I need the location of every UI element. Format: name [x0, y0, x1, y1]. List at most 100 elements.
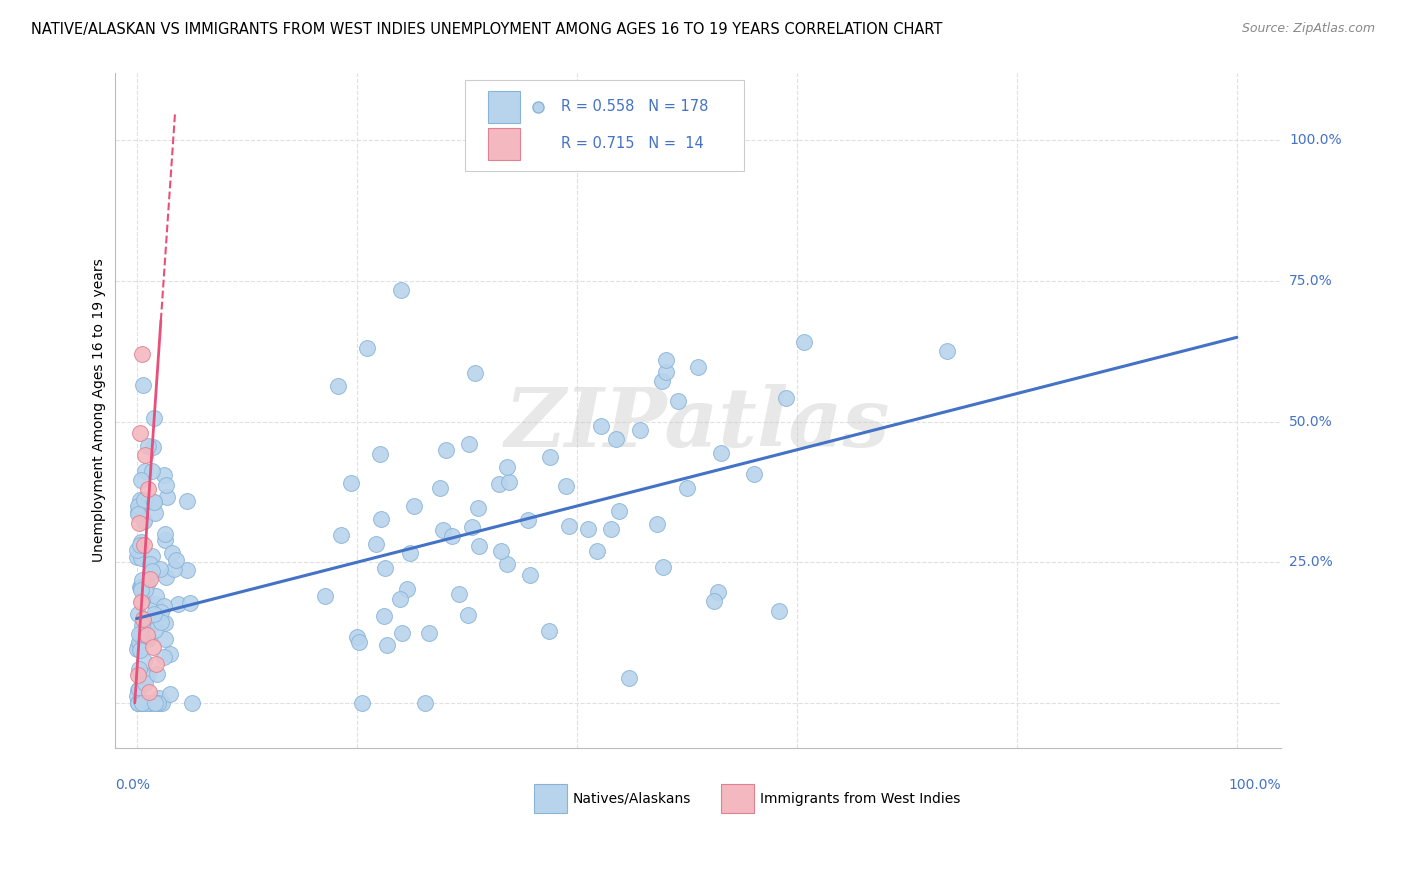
Point: [143, 696, 166, 710]
Point: [129, 492, 152, 507]
Point: [134, 449, 156, 463]
Point: [389, 284, 412, 298]
Point: [132, 611, 155, 625]
Point: [389, 591, 412, 606]
Point: [153, 533, 176, 548]
Point: [605, 433, 627, 447]
Point: [142, 440, 165, 454]
Point: [356, 341, 378, 355]
Point: [176, 564, 198, 578]
Point: [330, 527, 353, 541]
Point: [181, 696, 204, 710]
Point: [138, 696, 160, 710]
Point: [128, 626, 150, 640]
Point: [129, 425, 152, 440]
Point: [138, 558, 160, 572]
Point: [129, 696, 152, 710]
Point: [600, 522, 623, 536]
Point: [149, 615, 172, 629]
Point: [129, 696, 152, 710]
Point: [440, 529, 463, 543]
Point: [498, 475, 520, 489]
Point: [134, 676, 156, 690]
Point: [651, 374, 673, 388]
Point: [464, 366, 486, 380]
Point: [127, 682, 149, 697]
Point: [129, 581, 152, 595]
Point: [127, 668, 149, 682]
Point: [377, 638, 399, 652]
Point: [136, 632, 159, 647]
Point: [134, 538, 156, 552]
Point: [143, 410, 166, 425]
Point: [135, 696, 157, 710]
Point: [935, 343, 957, 358]
Point: [346, 630, 368, 644]
Point: [138, 684, 160, 698]
FancyBboxPatch shape: [721, 784, 754, 814]
Text: 50.0%: 50.0%: [1289, 415, 1333, 429]
Point: [131, 696, 153, 710]
Point: [136, 667, 159, 681]
Point: [688, 360, 710, 375]
Point: [131, 666, 153, 681]
Point: [132, 616, 155, 631]
Point: [368, 447, 391, 461]
Point: [710, 446, 733, 460]
Point: [132, 514, 155, 528]
Text: 100.0%: 100.0%: [1229, 779, 1281, 792]
Point: [488, 477, 510, 491]
Point: [153, 467, 176, 482]
Point: [128, 696, 150, 710]
Point: [129, 583, 152, 598]
Point: [429, 481, 451, 495]
Point: [314, 589, 336, 603]
Point: [326, 378, 349, 392]
Text: 75.0%: 75.0%: [1289, 274, 1333, 288]
Point: [149, 562, 172, 576]
Point: [125, 549, 148, 564]
Point: [145, 696, 167, 710]
Point: [666, 393, 689, 408]
Point: [467, 539, 489, 553]
Point: [129, 643, 152, 657]
Point: [352, 696, 374, 710]
Point: [139, 572, 162, 586]
Point: [127, 696, 149, 710]
Point: [651, 560, 673, 574]
Point: [155, 526, 177, 541]
Point: [340, 475, 363, 490]
Point: [143, 624, 166, 638]
Point: [138, 439, 160, 453]
Point: [349, 635, 371, 649]
FancyBboxPatch shape: [488, 128, 520, 160]
Point: [538, 450, 561, 465]
Point: [628, 423, 651, 437]
Point: [703, 594, 725, 608]
Point: [134, 493, 156, 508]
Text: NATIVE/ALASKAN VS IMMIGRANTS FROM WEST INDIES UNEMPLOYMENT AMONG AGES 16 TO 19 Y: NATIVE/ALASKAN VS IMMIGRANTS FROM WEST I…: [31, 22, 942, 37]
Point: [134, 513, 156, 527]
Point: [617, 671, 640, 685]
Point: [153, 632, 176, 647]
Point: [136, 482, 159, 496]
FancyBboxPatch shape: [464, 79, 744, 171]
Point: [127, 689, 149, 703]
Point: [404, 500, 426, 514]
Point: [128, 696, 150, 710]
Point: [148, 691, 170, 706]
Point: [537, 624, 560, 639]
Point: [145, 657, 167, 671]
Point: [150, 606, 173, 620]
Point: [128, 681, 150, 696]
Point: [153, 599, 176, 613]
Point: [176, 493, 198, 508]
Point: [129, 535, 152, 549]
Point: [155, 478, 177, 492]
Point: [142, 607, 165, 621]
Point: [370, 511, 392, 525]
Point: [167, 597, 190, 611]
Point: [128, 696, 150, 710]
Point: [676, 481, 699, 495]
Point: [131, 618, 153, 632]
